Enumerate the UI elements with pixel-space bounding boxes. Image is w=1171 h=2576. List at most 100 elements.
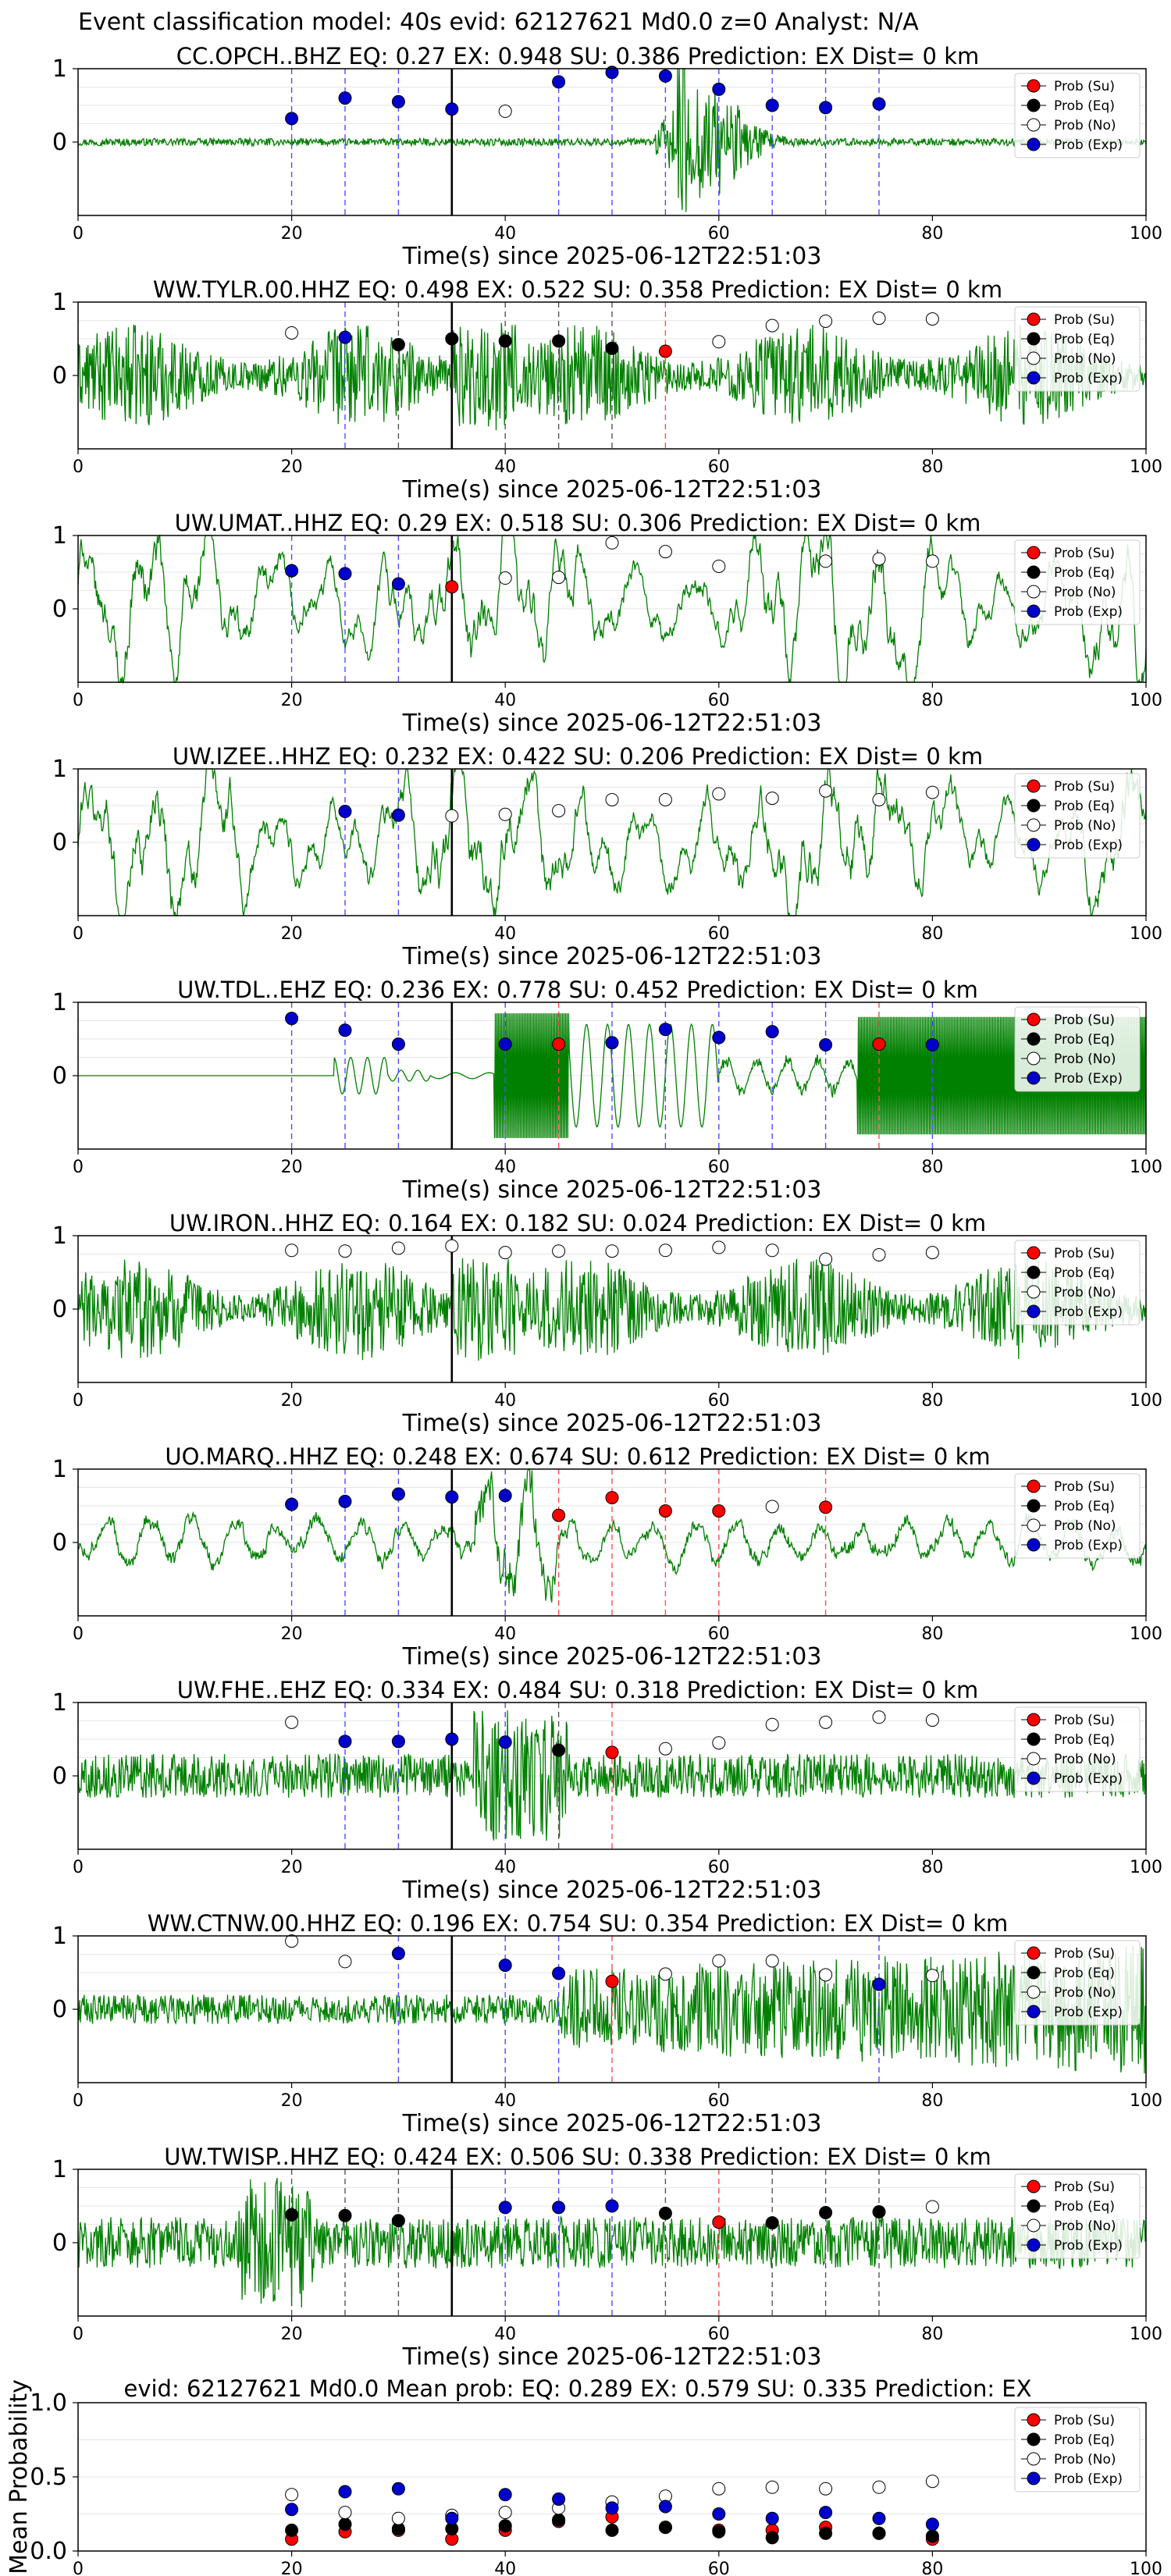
y-axis-label: Mean Probability (5, 2379, 33, 2574)
legend-no-marker (1027, 1518, 1041, 1532)
legend-box (1014, 1240, 1141, 1325)
x-tick-label: 20 (281, 2560, 303, 2576)
mean-prob-point (925, 2517, 939, 2532)
prob-point (712, 1736, 726, 1750)
legend-su-label: Prob (Su) (1054, 2179, 1115, 2195)
prob-point (819, 101, 833, 115)
prob-point (445, 1490, 459, 1504)
legend-no-marker (1027, 2452, 1041, 2466)
prob-point (391, 808, 405, 822)
legend-su-label: Prob (Su) (1054, 546, 1115, 561)
prob-point (338, 1494, 352, 1508)
mean-prob-point (872, 2480, 886, 2494)
panel-title: UO.MARQ..HHZ EQ: 0.248 EX: 0.674 SU: 0.6… (165, 1443, 990, 1470)
axes-frame (77, 768, 1147, 916)
x-tick-label: 40 (494, 457, 516, 477)
x-tick-label: 100 (1130, 1391, 1162, 1411)
x-tick-label: 20 (281, 691, 303, 710)
mean-prob-point (391, 2482, 405, 2496)
y-tick-label: 0 (52, 2229, 67, 2257)
legend-no-label: Prob (No) (1054, 1985, 1116, 2001)
legend-su-marker (1027, 2413, 1041, 2427)
legend-su-marker (1027, 1713, 1041, 1727)
prob-point (658, 69, 672, 83)
y-tick-label: 1 (52, 1689, 67, 1717)
x-axis-label: Time(s) since 2025-06-12T22:51:03 (402, 710, 822, 737)
legend: Prob (Su) Prob (Eq) Prob (No) Prob (Exp) (1014, 1940, 1141, 2026)
legend-eq-marker (1027, 1732, 1041, 1746)
x-tick-label: 100 (1130, 691, 1162, 710)
y-tick-label: 0.5 (30, 2464, 67, 2491)
prob-point (712, 787, 726, 801)
legend-su-marker (1027, 312, 1041, 326)
legend-exp-marker (1027, 604, 1041, 618)
prob-point (658, 545, 672, 559)
mean-prob-point (819, 2506, 833, 2520)
prob-point (819, 1038, 833, 1052)
prob-point (445, 809, 459, 823)
waveform-trace (77, 1710, 1147, 1841)
x-tick-label: 60 (708, 924, 730, 944)
legend-exp-label: Prob (Exp) (1054, 2471, 1123, 2487)
x-tick-label: 20 (281, 457, 303, 477)
prob-point (765, 792, 779, 806)
prob-point (819, 1500, 833, 1514)
prob-point (285, 564, 299, 578)
mean-prob-point (338, 2506, 352, 2520)
x-tick-label: 80 (921, 2560, 943, 2576)
x-tick-label: 0 (73, 1391, 84, 1411)
prob-point (765, 1025, 779, 1039)
legend-su-label: Prob (Su) (1054, 1012, 1115, 1028)
legend-exp-label: Prob (Exp) (1054, 1304, 1123, 1320)
legend-exp-marker (1027, 137, 1041, 151)
x-tick-label: 40 (494, 2325, 516, 2344)
x-tick-label: 0 (73, 224, 84, 244)
y-tick-label: 0 (52, 1529, 67, 1557)
legend: Prob (Su) Prob (Eq) Prob (No) Prob (Exp) (1014, 773, 1141, 859)
prob-point (498, 807, 512, 821)
panel-title: UW.FHE..EHZ EQ: 0.334 EX: 0.484 SU: 0.31… (177, 1677, 978, 1703)
mean-prob-point (925, 2529, 939, 2543)
x-axis-label: Time(s) since 2025-06-12T22:51:03 (402, 2110, 822, 2137)
mean-prob-point (285, 2523, 299, 2537)
x-tick-label: 60 (708, 224, 730, 244)
y-tick-label: 1.0 (30, 2389, 67, 2417)
x-tick-label: 100 (1130, 2091, 1162, 2111)
panel-title: WW.TYLR.00.HHZ EQ: 0.498 EX: 0.522 SU: 0… (153, 276, 1002, 303)
prob-point (712, 1954, 726, 1968)
prob-point (819, 314, 833, 328)
x-tick-label: 100 (1130, 457, 1162, 477)
y-tick-label: 0 (52, 1062, 67, 1090)
prob-point (391, 1487, 405, 1501)
prob-point (391, 1037, 405, 1051)
legend-su-marker (1027, 779, 1041, 793)
legend-su-label: Prob (Su) (1054, 1479, 1115, 1495)
legend-no-label: Prob (No) (1054, 1051, 1116, 1067)
prob-point (391, 338, 405, 352)
mean-prob-point (712, 2507, 726, 2521)
mean-prob-point (552, 2492, 566, 2506)
prob-point (605, 1244, 619, 1258)
prob-point (552, 334, 566, 348)
y-tick-label: 1 (52, 289, 67, 316)
prob-point (391, 2214, 405, 2228)
x-axis-label: Time(s) since 2025-06-12T22:51:03 (402, 1176, 822, 1204)
mean-prob-point (498, 2506, 512, 2520)
mean-prob-point (872, 2511, 886, 2525)
prob-point (498, 1959, 512, 1973)
prob-point (338, 1955, 352, 1969)
prob-point (552, 1244, 566, 1258)
legend: Prob (Su) Prob (Eq) Prob (No) Prob (Exp) (1014, 1706, 1141, 1792)
mean-prob-point (872, 2526, 886, 2540)
axes-frame (77, 2169, 1147, 2317)
prob-point (338, 330, 352, 344)
x-axis-label: Time(s) since 2025-06-12T22:51:03 (402, 943, 822, 970)
axes-frame (77, 1702, 1147, 1850)
mean-prob-point (819, 2482, 833, 2496)
prob-point (552, 1743, 566, 1757)
legend-eq-label: Prob (Eq) (1054, 565, 1115, 581)
panel-title: UW.TDL..EHZ EQ: 0.236 EX: 0.778 SU: 0.45… (177, 977, 978, 1003)
prob-point (338, 1735, 352, 1749)
x-tick-label: 20 (281, 2325, 303, 2344)
